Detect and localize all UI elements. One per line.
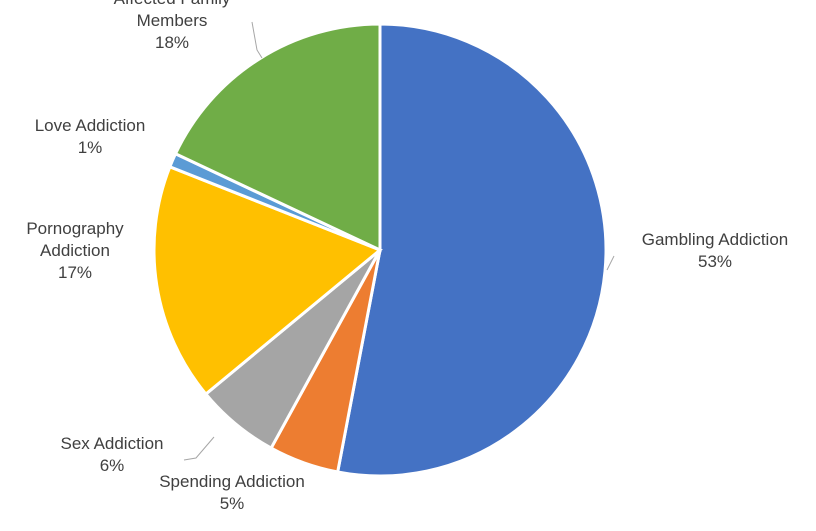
pie-slices: [152, 22, 608, 478]
label-pornography-addiction: Pornography Addiction 17%: [26, 219, 124, 282]
leader-lines: [183, 21, 615, 461]
label-love-addiction: Love Addiction 1%: [35, 116, 146, 157]
label-sex-addiction: Sex Addiction 6%: [60, 434, 163, 475]
leader-line: [606, 255, 615, 271]
leader-line: [183, 436, 215, 461]
leader-line: [251, 21, 263, 59]
label-affected-family-members: Affected FamilyMembers18%: [114, 0, 231, 52]
slice-labels: Gambling Addiction 53% Spending Addiction 5…: [26, 0, 788, 513]
slice-gambling-addiction: [335, 22, 608, 478]
slice-pornography-addiction: [152, 164, 383, 397]
label-spending-addiction: Spending Addiction 5%: [159, 472, 305, 513]
slice-affected-family-members: [173, 22, 382, 253]
label-gambling-addiction: Gambling Addiction 53%: [642, 230, 788, 271]
